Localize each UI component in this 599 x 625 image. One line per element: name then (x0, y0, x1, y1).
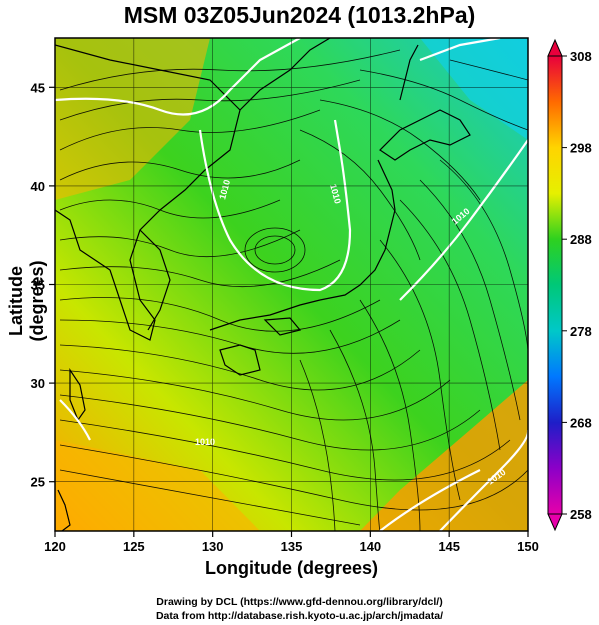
colorbar-bottom-arrow (547, 513, 563, 532)
y-tick-label: 35 (31, 278, 45, 293)
credit-line-2: Data from http://database.rish.kyoto-u.a… (155, 610, 444, 622)
x-axis: 120 125 130 135 140 145 150 (44, 531, 539, 554)
y-tick-label: 25 (31, 475, 45, 490)
y-axis-label: Latitude (degrees) (6, 260, 47, 342)
colorbar-tick-label: 298 (570, 141, 592, 156)
contour-label: 1010 (195, 437, 215, 447)
colorbar-tick-label: 308 (570, 49, 592, 64)
x-tick-label: 150 (517, 539, 539, 554)
x-tick-label: 120 (44, 539, 66, 554)
chart-title: MSM 03Z05Jun2024 (1013.2hPa) (123, 2, 476, 28)
streamlines (59, 49, 528, 531)
credit-line-1: Drawing by DCL (https://www.gfd-dennou.o… (156, 596, 443, 608)
x-tick-label: 135 (281, 539, 303, 554)
y-axis: 25 30 35 40 45 (31, 80, 55, 490)
colorbar-tick-label: 268 (570, 415, 592, 430)
x-axis-label: Longitude (degrees) (204, 558, 378, 578)
isobars (55, 38, 528, 531)
colorbar: 308 298 288 278 268 258 (547, 38, 592, 532)
colorbar-top-arrow (547, 38, 563, 57)
coastlines (55, 38, 471, 531)
x-tick-label: 125 (123, 539, 145, 554)
y-tick-label: 40 (31, 179, 45, 194)
x-tick-label: 145 (438, 539, 460, 554)
colorbar-tick-label: 278 (570, 324, 592, 339)
x-tick-label: 130 (202, 539, 224, 554)
y-tick-label: 45 (31, 80, 45, 95)
colorbar-tick-label: 288 (570, 232, 592, 247)
colorbar-tick-label: 258 (570, 507, 592, 522)
y-tick-label: 30 (31, 376, 45, 391)
x-tick-label: 140 (359, 539, 381, 554)
